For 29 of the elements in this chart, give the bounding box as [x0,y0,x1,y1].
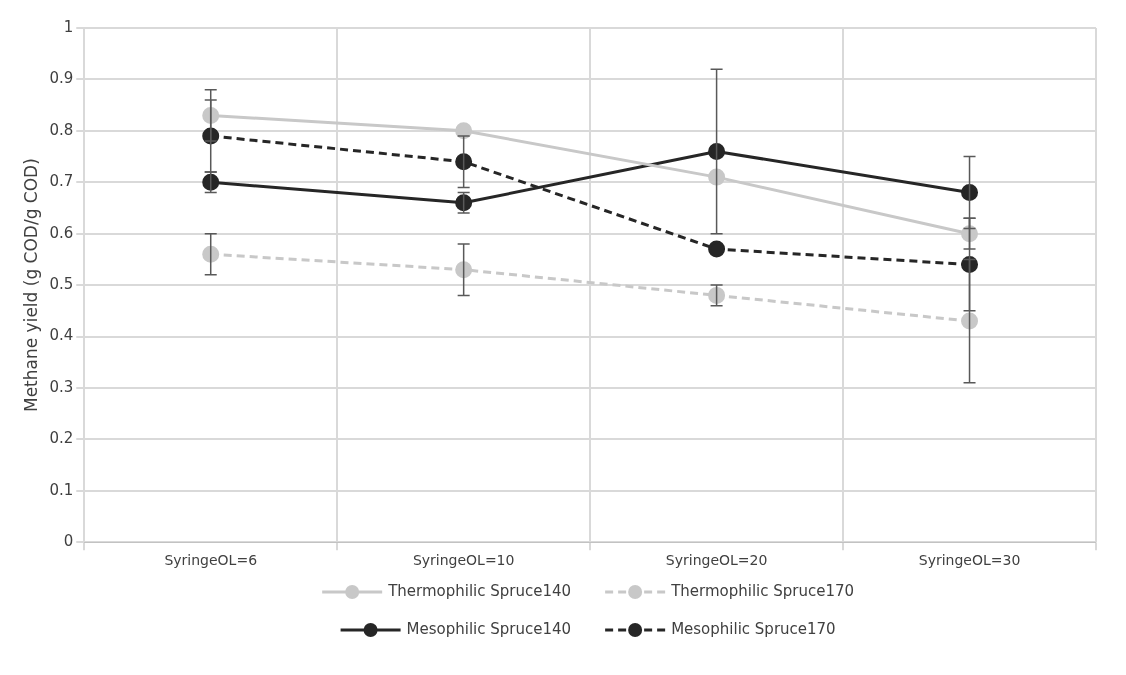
point [708,168,726,186]
legend-label: Thermophilic Spruce170 [670,581,855,600]
y-tick-label: 0 [63,532,74,551]
y-tick-label: 0.8 [49,120,74,139]
point [961,312,979,330]
y-tick-label: 0.7 [49,172,74,191]
y-tick-label: 0.1 [49,480,74,499]
x-tick-label: SyringeOL=10 [412,552,515,569]
point [708,142,726,160]
point [455,153,473,171]
y-tick-label: 0.6 [49,223,74,242]
x-tick-label: SyringeOL=20 [665,552,768,569]
point [202,106,220,124]
y-tick-label: 0.4 [49,326,74,345]
y-tick-label: 0.2 [49,429,74,448]
legend-label: Thermophilic Spruce140 [387,581,572,600]
legend-label: Mesophilic Spruce140 [406,619,572,638]
point [455,261,473,279]
point [961,184,979,202]
y-tick-label: 0.5 [49,274,74,293]
point [708,240,726,258]
y-tick-label: 0.3 [49,377,74,396]
y-tick-label: 1 [63,17,74,36]
x-tick-label: SyringeOL=30 [918,552,1021,569]
point [202,245,220,263]
y-tick-label: 0.9 [49,69,74,88]
y-axis-title: Methane yield (g COD/g COD) [20,158,41,413]
legend-label: Mesophilic Spruce170 [671,619,836,638]
x-tick-label: SyringeOL=6 [164,552,258,569]
